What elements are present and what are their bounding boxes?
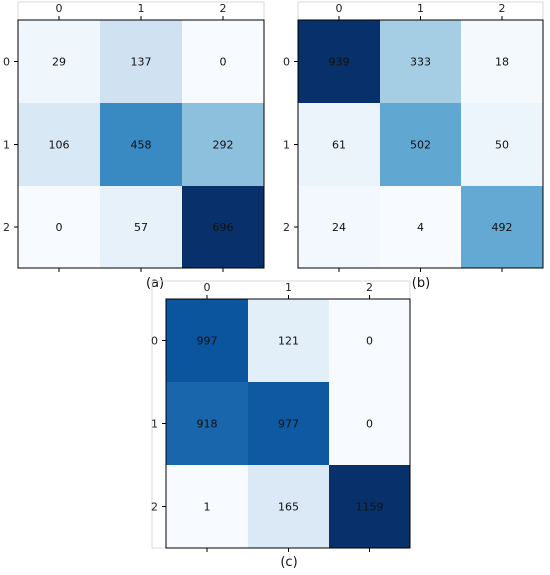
y-tick-label-2: 2 — [283, 221, 290, 234]
cell-value-1-0: 61 — [332, 139, 346, 152]
cell-value-0-0: 997 — [197, 335, 218, 348]
heatmap-cell-0-2 — [329, 299, 410, 382]
cell-value-1-2: 0 — [366, 418, 373, 431]
cell-value-2-0: 24 — [332, 221, 346, 234]
cell-value-2-2: 492 — [492, 221, 513, 234]
heatmap-cell-2-2 — [461, 186, 543, 268]
x-tick-label-0: 0 — [56, 2, 63, 15]
x-tick-label-0: 0 — [204, 281, 211, 294]
y-tick-label-2: 2 — [151, 501, 158, 514]
cell-value-1-1: 458 — [131, 139, 152, 152]
cell-value-0-0: 939 — [329, 56, 350, 69]
heatmap-cell-2-1 — [380, 186, 461, 268]
cell-value-2-1: 165 — [278, 501, 299, 514]
cell-value-1-1: 977 — [278, 418, 299, 431]
cell-value-0-1: 333 — [410, 56, 431, 69]
heatmap-cell-2-1 — [100, 186, 182, 268]
cell-value-0-2: 0 — [220, 56, 227, 69]
heatmap-cell-0-1 — [380, 20, 461, 103]
cell-value-0-0: 29 — [52, 56, 66, 69]
heatmap-cell-2-0 — [298, 186, 380, 268]
heatmap-cell-2-2 — [182, 186, 264, 268]
x-tick-label-2: 2 — [366, 281, 373, 294]
x-tick-label-1: 1 — [285, 281, 292, 294]
y-tick-label-0: 0 — [151, 335, 158, 348]
heatmap-cell-2-1 — [248, 465, 329, 548]
y-tick-label-0: 0 — [3, 56, 10, 69]
cell-value-1-1: 502 — [410, 139, 431, 152]
cell-value-2-0: 0 — [56, 221, 63, 234]
x-tick-label-0: 0 — [336, 2, 343, 15]
cell-value-2-1: 4 — [417, 221, 424, 234]
x-tick-label-1: 1 — [417, 2, 424, 15]
heatmap-cell-1-1 — [380, 103, 461, 186]
heatmap-cell-1-2 — [182, 103, 264, 186]
heatmap-cell-0-0 — [166, 299, 248, 382]
cell-value-0-1: 121 — [278, 335, 299, 348]
x-tick-label-1: 1 — [138, 2, 145, 15]
heatmap-cell-1-1 — [248, 382, 329, 465]
panel-label-1: (b) — [412, 276, 430, 291]
heatmap-cell-0-0 — [298, 20, 380, 103]
heatmap-panel-1: 939 333 18 61 502 50 24 4 492 0 1 2 0 1 2 (b) — [283, 1, 544, 291]
heatmap-cell-1-2 — [461, 103, 543, 186]
panel-label-2: (c) — [280, 555, 297, 570]
heatmap-cell-0-2 — [461, 20, 543, 103]
cell-value-1-2: 50 — [495, 139, 509, 152]
heatmap-cell-1-0 — [298, 103, 380, 186]
cell-value-2-2: 1159 — [356, 501, 384, 514]
heatmap-cell-2-0 — [166, 465, 248, 548]
heatmap-cell-2-2 — [329, 465, 410, 548]
heatmap-cell-0-1 — [100, 20, 182, 103]
x-tick-label-2: 2 — [499, 2, 506, 15]
y-tick-label-1: 1 — [151, 418, 158, 431]
heatmap-cell-1-2 — [329, 382, 410, 465]
cell-value-0-1: 137 — [131, 56, 152, 69]
heatmap-cell-0-0 — [18, 20, 100, 103]
heatmap-panel-2: 997 121 0 918 977 0 1 165 1159 0 1 2 0 1 2 (c) — [151, 280, 411, 570]
cell-value-1-0: 106 — [49, 139, 70, 152]
cell-value-2-1: 57 — [134, 221, 148, 234]
y-tick-label-2: 2 — [3, 221, 10, 234]
cell-value-2-2: 696 — [213, 221, 234, 234]
y-tick-label-1: 1 — [283, 139, 290, 152]
x-tick-label-2: 2 — [220, 2, 227, 15]
y-tick-label-1: 1 — [3, 139, 10, 152]
cell-value-1-2: 292 — [213, 139, 234, 152]
cell-value-0-2: 18 — [495, 56, 509, 69]
heatmap-cell-0-1 — [248, 299, 329, 382]
heatmap-panel-0: 29 137 0 106 458 292 0 57 696 0 1 2 0 1 2 (a) — [3, 1, 265, 291]
cell-value-2-0: 1 — [204, 501, 211, 514]
heatmap-cell-2-0 — [18, 186, 100, 268]
heatmap-cell-0-2 — [182, 20, 264, 103]
heatmap-cell-1-1 — [100, 103, 182, 186]
panel-label-0: (a) — [146, 276, 164, 291]
cell-value-0-2: 0 — [366, 335, 373, 348]
y-tick-label-0: 0 — [283, 56, 290, 69]
heatmap-cell-1-0 — [18, 103, 100, 186]
cell-value-1-0: 918 — [197, 418, 218, 431]
heatmap-cell-1-0 — [166, 382, 248, 465]
